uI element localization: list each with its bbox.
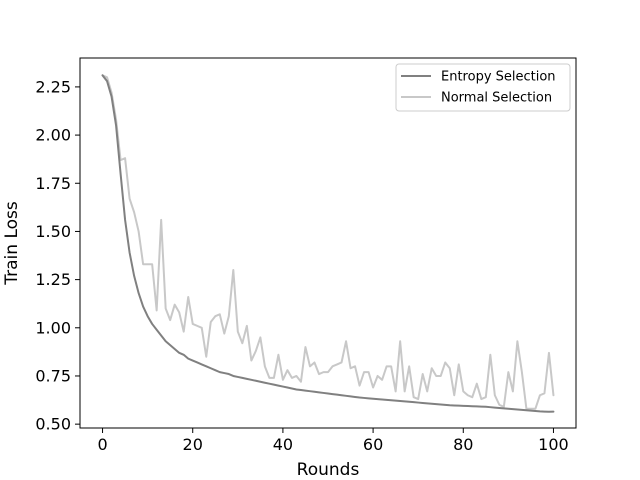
legend-frame <box>395 63 571 112</box>
y-tick-label: 0.50 <box>35 415 71 434</box>
series-line-entropy-selection <box>101 74 555 413</box>
legend-label-entropy: Entropy Selection <box>441 70 556 85</box>
y-tick-label: 2.25 <box>35 77 71 96</box>
legend-label-normal: Normal Selection <box>441 91 552 106</box>
y-tick-label: 2.00 <box>35 126 71 145</box>
axes-frame <box>79 57 577 429</box>
x-tick-label: 80 <box>453 435 473 454</box>
y-tick-label: 0.75 <box>35 366 71 385</box>
y-tick-label: 1.50 <box>35 222 71 241</box>
x-tick-label: 20 <box>183 435 203 454</box>
axes: 0 20 40 60 80 100 0.50 0.75 1.00 1.25 1.50 1.75 2.00… <box>35 57 577 454</box>
series-line-normal-selection <box>101 74 555 410</box>
plot-area <box>101 74 555 413</box>
x-tick-label: 40 <box>273 435 293 454</box>
x-tick-label: 60 <box>363 435 383 454</box>
x-tick-label: 100 <box>538 435 569 454</box>
y-tick-label: 1.25 <box>35 270 71 289</box>
x-axis-title: Rounds <box>297 460 360 480</box>
y-axis-title: Train Loss <box>2 201 22 286</box>
legend: Entropy Selection Normal Selection <box>395 63 571 112</box>
x-tick-label: 0 <box>97 435 107 454</box>
y-tick-label: 1.00 <box>35 318 71 337</box>
y-tick-label: 1.75 <box>35 174 71 193</box>
